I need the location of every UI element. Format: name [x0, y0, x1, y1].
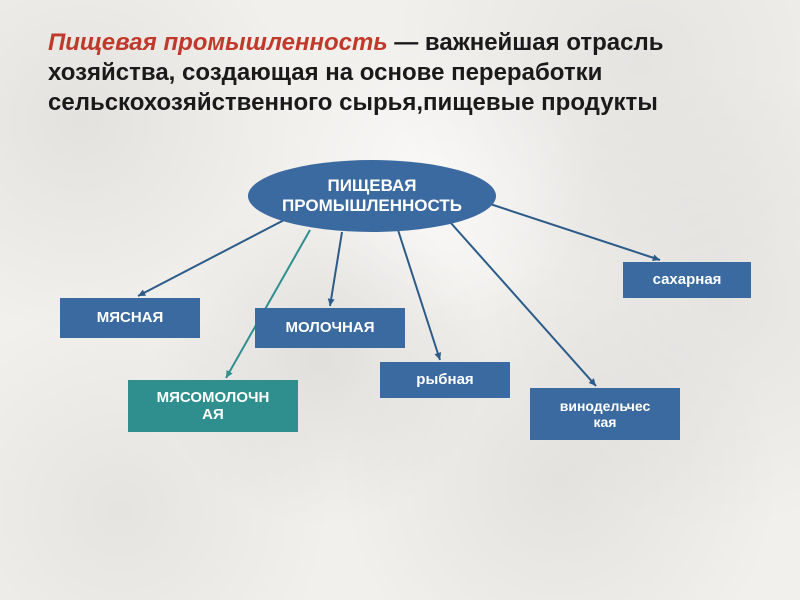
- slide: Пищевая промышленность — важнейшая отрас…: [0, 0, 800, 600]
- heading-dash: —: [388, 29, 425, 56]
- diagram-node-wine: винодельческая: [530, 388, 680, 440]
- definition-heading: Пищевая промышленность — важнейшая отрас…: [48, 28, 752, 118]
- diagram-node-fish: рыбная: [380, 362, 510, 398]
- diagram-root-node: ПИЩЕВАЯПРОМЫШЛЕННОСТЬ: [248, 160, 496, 232]
- diagram-node-dairy: МОЛОЧНАЯ: [255, 308, 405, 348]
- diagram-node-meatdairy: МЯСОМОЛОЧНАЯ: [128, 380, 298, 432]
- heading-term: Пищевая промышленность: [48, 29, 388, 56]
- diagram-node-sugar: сахарная: [623, 262, 751, 298]
- diagram-node-meat: МЯСНАЯ: [60, 298, 200, 338]
